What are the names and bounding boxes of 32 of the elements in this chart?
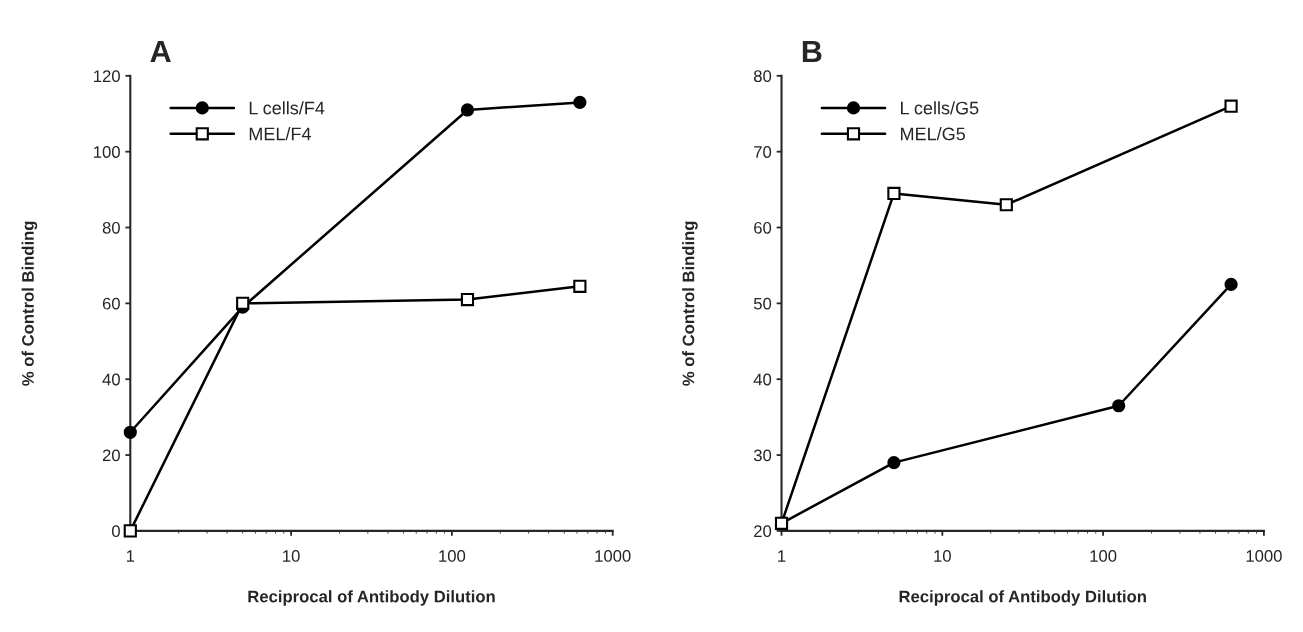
x-tick-label: 1	[778, 550, 786, 562]
x-tick-label: 1	[126, 550, 135, 562]
legend-label: L cells/G5	[901, 101, 979, 115]
x-tick-label: 10	[934, 550, 951, 562]
y-tick-label: 70	[754, 146, 772, 158]
y-tick-label: 0	[111, 525, 120, 538]
x-tick-label: 1000	[595, 550, 631, 562]
y-tick-label: 50	[753, 297, 772, 310]
y-tick-label: 20	[754, 525, 772, 538]
y-tick-label: 100	[94, 146, 120, 158]
x-tick-label: 1000	[1246, 550, 1282, 562]
y-tick-label: 40	[102, 373, 120, 386]
x-tick-label: 10	[283, 550, 300, 562]
x-axis-title: Reciprocal of Antibody Dilution	[899, 590, 1146, 606]
y-tick-label: 80	[102, 221, 120, 234]
y-tick-label: 60	[754, 221, 772, 234]
x-axis-title: Reciprocal of Antibody Dilution	[248, 590, 495, 606]
y-tick-label: 40	[753, 373, 772, 386]
legend-label: MEL/G5	[901, 127, 965, 141]
chart-title: B	[802, 40, 822, 62]
y-tick-label: 20	[102, 449, 120, 462]
legend-label: L cells/F4	[249, 101, 325, 115]
y-tick-label: 60	[102, 297, 120, 310]
chart-title: A	[150, 40, 171, 62]
y-axis-title: % of Control Binding	[21, 221, 38, 386]
x-tick-label: 100	[1090, 550, 1117, 562]
legend-label: MEL/F4	[249, 127, 311, 141]
y-axis-title: % of Control Binding	[682, 221, 698, 386]
x-tick-label: 100	[439, 550, 466, 562]
y-tick-label: 80	[753, 70, 772, 83]
y-tick-label: 120	[94, 70, 120, 83]
y-tick-label: 30	[753, 449, 772, 462]
